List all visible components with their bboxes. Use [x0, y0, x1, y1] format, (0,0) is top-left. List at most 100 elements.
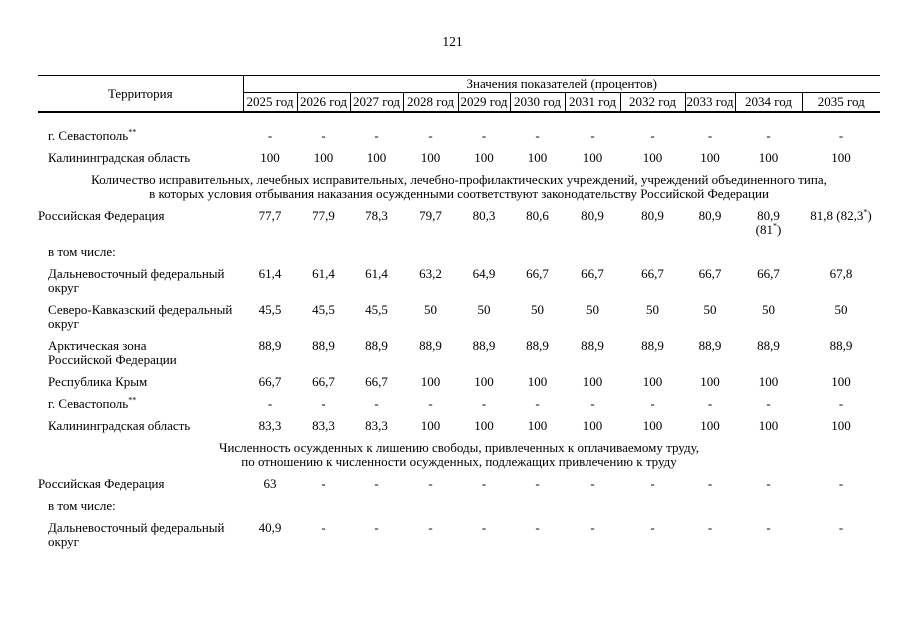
value-cell: 100 — [831, 150, 851, 165]
value-cell: 45,5 — [258, 302, 282, 317]
value-cell: - — [374, 520, 379, 535]
value-cell: 88,9 — [419, 338, 442, 353]
row-label: Российская Федерация — [38, 476, 165, 491]
value-cell: 100 — [420, 374, 441, 389]
value-cell: 100 — [260, 150, 280, 165]
value-cell: 83,3 — [258, 418, 282, 433]
year-header-cell: 2025 год — [242, 92, 297, 113]
year-header-cell: 2031 год — [564, 92, 620, 113]
value-cell: 61,4 — [258, 266, 282, 281]
value-cell: 50 — [424, 302, 437, 317]
table-row: Калининградская область 83,3 83,3 83,3 100 10… — [38, 411, 880, 433]
row-label: Российская Федерация — [38, 208, 165, 223]
table-row: в том числе: — [38, 237, 880, 259]
value-cell: 100 — [758, 150, 779, 165]
value-cell: 66,7 — [365, 374, 388, 389]
value-cell: - — [707, 476, 713, 491]
value-cell: 67,8 — [829, 266, 853, 281]
value-cell: - — [267, 396, 273, 411]
value-cell: 100 — [582, 374, 603, 389]
row-label: г. Севастополь** — [48, 395, 137, 411]
value-cell: 77,9 — [312, 208, 335, 223]
value-cell: - — [838, 520, 844, 535]
value-cell: - — [535, 396, 540, 411]
section-header-row: Количество исправительных, лечебных испр… — [38, 165, 880, 201]
value-cell: - — [481, 520, 487, 535]
indicators-table: Территория Значения показателей (процент… — [38, 75, 881, 549]
value-cell: - — [707, 128, 713, 143]
value-cell: 88,9 — [641, 338, 664, 353]
value-cell: - — [374, 396, 379, 411]
row-label: г. Севастополь** — [48, 127, 137, 143]
value-cell: 88,9 — [312, 338, 335, 353]
value-cell: 50 — [834, 302, 848, 317]
value-cell: 45,5 — [365, 302, 388, 317]
value-cell: 88,9 — [581, 338, 604, 353]
value-cell: - — [650, 476, 655, 491]
table-row: г. Севастополь** - - - - - - - - - - - — [38, 389, 880, 411]
value-cell: 100 — [420, 150, 441, 165]
value-cell: 100 — [527, 374, 548, 389]
value-cell: 78,3 — [365, 208, 388, 223]
year-header-cell: 2029 год — [457, 92, 510, 113]
value-cell: 100 — [642, 374, 663, 389]
table-row: г. Севастополь** - - - - - - - - - - - — [38, 112, 880, 143]
value-cell: 100 — [366, 150, 387, 165]
value-cell: 100 — [474, 418, 494, 433]
value-cell: 66,7 — [581, 266, 604, 281]
value-cell: - — [321, 396, 326, 411]
value-cell: 100 — [474, 374, 494, 389]
year-header-cell: 2027 год — [349, 92, 403, 113]
page-number: 121 — [442, 34, 463, 49]
value-cell: - — [590, 128, 595, 143]
value-cell: - — [428, 476, 433, 491]
value-cell: 100 — [700, 150, 720, 165]
value-cell: - — [535, 128, 540, 143]
year-header-cell: 2030 год — [509, 92, 565, 113]
value-cell: 100 — [758, 374, 779, 389]
value-cell: 77,7 — [258, 208, 282, 223]
year-header-cell: 2033 год — [684, 92, 735, 113]
value-cell: 100 — [700, 374, 720, 389]
table-row: Северо-Кавказский федеральный округ 45,5 45… — [38, 295, 880, 331]
row-label: Арктическая зона Российской Федерации — [48, 338, 177, 367]
value-cell: 100 — [474, 150, 494, 165]
value-cell: - — [535, 520, 540, 535]
value-cell: - — [766, 520, 771, 535]
row-label: в том числе: — [48, 244, 116, 259]
value-cell: - — [428, 128, 433, 143]
value-cell: - — [650, 520, 655, 535]
row-label: Калининградская область — [48, 418, 191, 433]
row-label: Калининградская область — [48, 150, 191, 165]
value-cell: 66,7 — [698, 266, 722, 281]
value-cell: - — [321, 476, 326, 491]
value-cell: 100 — [582, 150, 603, 165]
value-cell: 66,7 — [526, 266, 549, 281]
value-cell: 100 — [527, 150, 548, 165]
value-cell: 61,4 — [365, 266, 388, 281]
table-row: Дальневосточный федеральный округ 61,4 61,4… — [38, 259, 880, 295]
table-row: Дальневосточный федеральный округ 40,9 - - - -… — [38, 513, 880, 549]
values-column-group-header: Значения показателей (процентов) — [243, 75, 881, 93]
value-cell: - — [650, 396, 655, 411]
value-cell: - — [374, 476, 379, 491]
value-cell: 63 — [263, 476, 277, 491]
value-cell: 100 — [313, 150, 334, 165]
value-cell: 64,9 — [472, 266, 496, 281]
row-label: Дальневосточный федеральный округ — [48, 266, 225, 295]
value-cell: 80,3 — [472, 208, 496, 223]
section-header: Численность осужденных к лишению свободы… — [219, 440, 700, 469]
value-cell: 100 — [642, 418, 663, 433]
value-cell: 88,9 — [698, 338, 722, 353]
year-header-cell: 2034 год — [734, 92, 802, 113]
empty-cells — [243, 237, 880, 259]
value-cell: 100 — [831, 374, 851, 389]
table-row: Калининградская область 100 100 100 100 100 10… — [38, 143, 880, 165]
value-cell: 50 — [646, 302, 659, 317]
value-cell: - — [428, 520, 433, 535]
section-header-row: Численность осужденных к лишению свободы… — [38, 433, 880, 469]
value-cell: 88,9 — [365, 338, 388, 353]
value-cell: 100 — [758, 418, 779, 433]
value-cell: - — [590, 476, 595, 491]
value-cell: 83,3 — [365, 418, 388, 433]
